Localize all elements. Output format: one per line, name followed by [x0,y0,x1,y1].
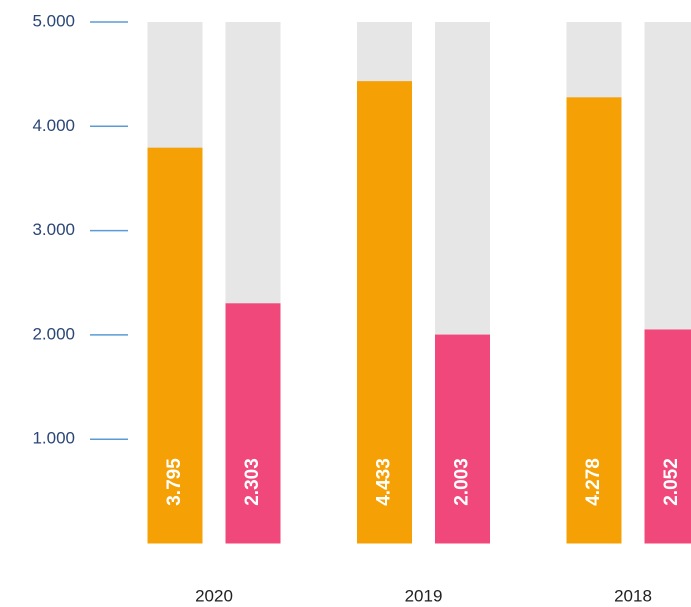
value-label: 2.003 [452,458,473,506]
bar [435,334,490,544]
bar [225,303,281,544]
x-tick-label: 2020 [195,586,233,605]
y-tick-label: 4.000 [32,116,75,135]
bar [357,81,412,544]
value-label: 4.433 [374,458,395,506]
value-label: 2.303 [242,458,263,506]
bar [566,97,622,544]
x-tick-label: 2018 [614,586,652,605]
y-tick-label: 5.000 [32,11,75,30]
y-tick-label: 3.000 [32,220,75,239]
y-tick-label: 2.000 [32,324,75,343]
value-label: 4.278 [583,458,604,506]
bar [147,147,203,544]
y-tick-label: 1.000 [32,429,75,448]
bar [644,329,691,544]
x-tick-label: 2019 [405,586,443,605]
value-label: 2.052 [661,458,682,506]
value-label: 3.795 [164,458,185,506]
